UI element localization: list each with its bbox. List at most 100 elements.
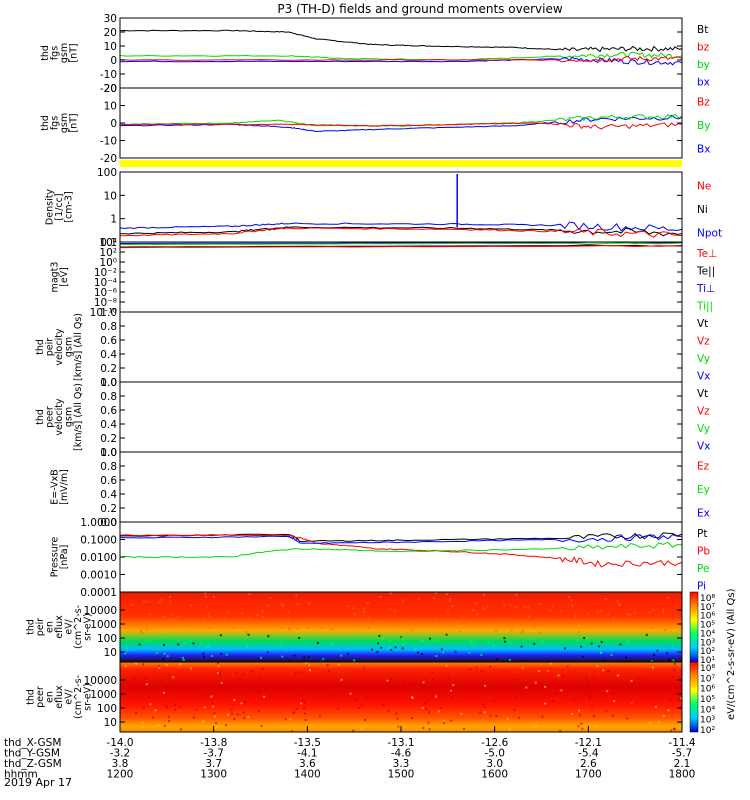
spectrogram-pixel bbox=[581, 655, 584, 658]
y-tick-label: 0.6 bbox=[100, 335, 117, 347]
spectrogram-pixel bbox=[600, 651, 603, 654]
spectrogram-pixel bbox=[611, 714, 614, 717]
spectrogram-pixel bbox=[280, 627, 283, 630]
spectrogram-pixel bbox=[645, 633, 648, 636]
spectrogram-pixel bbox=[668, 658, 671, 661]
spectrogram-pixel bbox=[445, 665, 448, 668]
spectrogram-pixel bbox=[380, 646, 383, 649]
spectrogram-pixel bbox=[580, 645, 583, 648]
spectrogram-pixel bbox=[564, 647, 567, 650]
y-tick-label: 0.0100 bbox=[80, 552, 117, 564]
y-tick-label: 10 bbox=[104, 647, 117, 659]
spectrogram-pixel bbox=[203, 655, 206, 658]
spectrogram-pixel bbox=[602, 669, 605, 672]
x-tick-label: -13.5 bbox=[294, 737, 321, 749]
x-tick-label: -3.2 bbox=[110, 748, 131, 760]
spectrogram-pixel bbox=[218, 671, 221, 674]
spectrogram-pixel bbox=[221, 685, 224, 688]
y-axis-label: [km/s] (All Qs) bbox=[73, 313, 84, 381]
legend-Ez: Ez bbox=[697, 461, 710, 473]
spectrogram-pixel bbox=[397, 725, 400, 728]
spectrogram-pixel bbox=[281, 619, 284, 622]
spectrogram-pixel bbox=[442, 651, 445, 654]
spectrogram-pixel bbox=[278, 637, 281, 640]
spectrogram-pixel bbox=[190, 604, 193, 607]
spectrogram-pixel bbox=[420, 681, 423, 684]
spectrogram-pixel bbox=[238, 691, 241, 694]
spectrogram-pixel bbox=[480, 670, 483, 673]
spectrogram-pixel bbox=[678, 698, 681, 701]
x-tick-label: -13.1 bbox=[387, 737, 414, 749]
spectrogram-pixel bbox=[487, 641, 490, 644]
y-tick-label: 10 bbox=[104, 101, 117, 113]
spectrogram-pixel bbox=[158, 666, 161, 669]
spectrogram-pixel bbox=[651, 627, 654, 630]
spectrogram-pixel bbox=[666, 652, 669, 655]
spectrogram-pixel bbox=[260, 656, 263, 659]
spectrogram-pixel bbox=[155, 651, 158, 654]
spectrogram-pixel bbox=[600, 609, 603, 612]
spectrogram-pixel bbox=[537, 670, 540, 673]
spectrogram-pixel bbox=[662, 611, 665, 614]
spectrogram-pixel bbox=[223, 616, 226, 619]
spectrogram-pixel bbox=[626, 641, 629, 644]
spectrogram-pixel bbox=[449, 660, 452, 662]
spectrogram-pixel bbox=[158, 619, 161, 622]
spectrogram-pixel bbox=[360, 704, 363, 707]
spectrogram-pixel bbox=[165, 689, 168, 692]
y-tick-label: 1.0000 bbox=[80, 517, 117, 529]
spectrogram-pixel bbox=[549, 609, 552, 612]
spectrogram-pixel bbox=[545, 671, 548, 674]
spectrogram-pixel bbox=[172, 676, 175, 679]
spectrogram-pixel bbox=[281, 605, 284, 608]
spectrogram-pixel bbox=[126, 649, 129, 652]
spectrogram-pixel bbox=[421, 653, 424, 656]
spectrogram-pixel bbox=[354, 698, 357, 701]
legend-Bt: Bt bbox=[697, 24, 708, 36]
spectrogram-pixel bbox=[588, 697, 591, 700]
spectrogram-pixel bbox=[518, 716, 521, 719]
spectrogram-pixel bbox=[140, 631, 143, 634]
spectrogram-pixel bbox=[506, 717, 509, 720]
spectrogram-pixel bbox=[544, 685, 547, 688]
spectrogram-pixel bbox=[261, 616, 264, 619]
y-axis-label: thd bbox=[26, 619, 37, 635]
colorbar-tick-label: 10⁷ bbox=[700, 674, 715, 684]
spectrogram-pixel bbox=[346, 652, 349, 655]
spectrogram-pixel bbox=[233, 699, 236, 702]
spectrogram-pixel bbox=[553, 622, 556, 625]
spectrogram-pixel bbox=[204, 592, 207, 595]
spectrogram-pixel bbox=[149, 703, 152, 706]
spectrogram-pixel bbox=[133, 676, 136, 679]
spectrogram-pixel bbox=[308, 602, 311, 605]
spectrogram-pixel bbox=[296, 602, 299, 605]
spectrogram-pixel bbox=[533, 642, 536, 645]
spectrogram-pixel bbox=[570, 599, 573, 602]
spectrogram-pixel bbox=[363, 666, 366, 669]
spectrogram-pixel bbox=[460, 712, 463, 715]
spectrogram-pixel bbox=[411, 696, 414, 699]
spectrogram-pixel bbox=[417, 651, 420, 654]
series-line-Te⊥ bbox=[120, 244, 682, 249]
spectrogram-pixel bbox=[578, 714, 581, 717]
spectrogram-pixel bbox=[295, 594, 298, 597]
spectrogram-pixel bbox=[432, 597, 435, 600]
spectrogram-pixel bbox=[489, 665, 492, 668]
spectrogram-pixel bbox=[557, 674, 560, 677]
spectrogram-pixel bbox=[208, 615, 211, 618]
y-axis-label: sr-eV) bbox=[83, 613, 94, 641]
colorbar-tick-label: 10⁸ bbox=[700, 594, 715, 604]
y-axis-label: thd bbox=[40, 45, 51, 61]
spectrogram-pixel bbox=[225, 653, 228, 656]
spectrogram-pixel bbox=[624, 656, 627, 659]
spectrogram-pixel bbox=[520, 631, 523, 634]
colorbar-tick-label: 10⁴ bbox=[700, 705, 715, 715]
series-line-bz bbox=[120, 55, 682, 63]
spectrogram-pixel bbox=[509, 604, 512, 607]
spectrogram-pixel bbox=[173, 703, 176, 706]
spectrogram-pixel bbox=[287, 617, 290, 620]
y-tick-label: 10⁻¹⁰ bbox=[90, 307, 117, 319]
spectrogram-pixel bbox=[262, 667, 265, 670]
spectrogram-pixel bbox=[540, 688, 543, 691]
